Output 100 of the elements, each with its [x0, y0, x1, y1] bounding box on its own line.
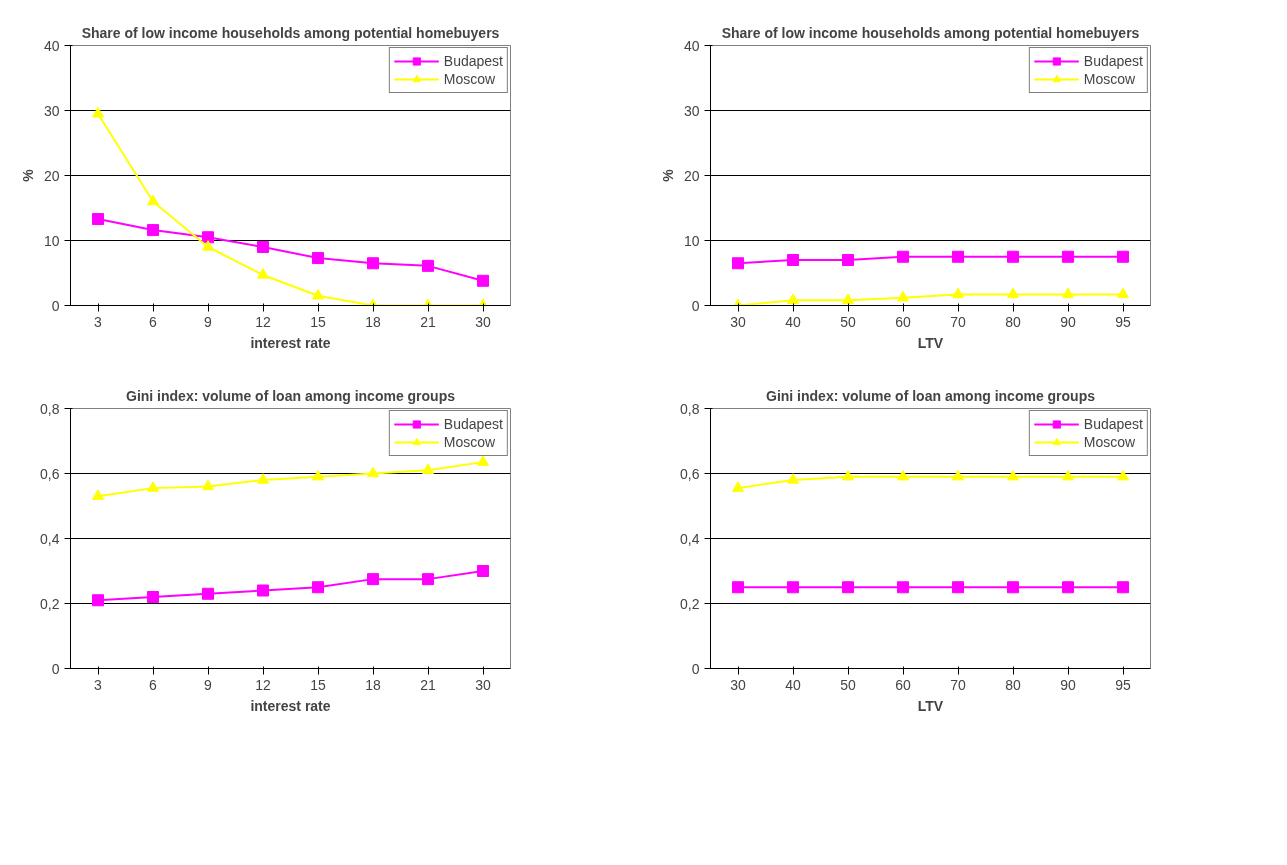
x-tick-label: 9: [204, 676, 213, 693]
point: [1007, 469, 1019, 481]
legend-label: Budapest: [443, 415, 503, 433]
x-tick-label: 6: [149, 676, 158, 693]
legend-label: Budapest: [443, 52, 503, 70]
y-tick-label: 30: [683, 102, 700, 119]
x-axis-title: LTV: [917, 334, 944, 351]
x-tick-label: 70: [950, 676, 966, 693]
point: [1117, 469, 1129, 481]
point: [477, 565, 489, 577]
point: [147, 481, 159, 492]
point: [312, 469, 324, 481]
point: [952, 581, 964, 594]
y-tick-label: 0,4: [40, 530, 60, 547]
y-tick-label: 10: [43, 232, 60, 249]
point: [422, 463, 434, 474]
x-tick-label: 90: [1060, 313, 1076, 330]
point: [1117, 581, 1129, 594]
x-tick-label: 80: [1005, 676, 1021, 693]
point: [202, 587, 214, 600]
point: [732, 481, 744, 492]
y-axis-title: %: [19, 168, 36, 182]
x-tick-label: 90: [1060, 676, 1076, 693]
y-tick-label: 10: [683, 232, 700, 249]
point: [897, 469, 909, 481]
x-tick-label: 15: [310, 313, 326, 330]
x-axis-title: interest rate: [250, 697, 331, 714]
point: [257, 584, 269, 597]
y-tick-label: 40: [683, 37, 700, 54]
legend-label: Moscow: [443, 70, 496, 88]
point: [147, 591, 159, 603]
y-tick-label: 0: [51, 660, 60, 677]
point: [422, 573, 434, 586]
chart-title: Gini index: volume of loan among income groups: [125, 387, 456, 404]
point: [92, 594, 104, 607]
point: [952, 469, 964, 481]
x-tick-label: 30: [730, 676, 746, 693]
x-tick-label: 18: [365, 313, 381, 330]
y-axis-title: %: [659, 168, 676, 182]
x-tick-label: 21: [420, 676, 436, 693]
x-tick-label: 40: [785, 676, 801, 693]
legend-label: Budapest: [1083, 415, 1143, 433]
point: [787, 581, 799, 594]
point: [202, 479, 214, 491]
point: [1007, 581, 1019, 594]
x-axis-title: LTV: [917, 697, 944, 714]
y-tick-label: 0: [691, 660, 700, 677]
point: [367, 573, 379, 586]
point: [367, 466, 379, 478]
legend-label: Budapest: [1083, 52, 1143, 70]
x-axis-title: interest rate: [250, 334, 331, 351]
y-tick-label: 30: [43, 102, 60, 119]
x-tick-label: 6: [149, 313, 158, 330]
x-tick-label: 95: [1115, 313, 1131, 330]
y-tick-label: 0,6: [680, 465, 700, 482]
chart-title: Share of low income households among potential homebuyers: [81, 24, 500, 41]
x-tick-label: 9: [204, 313, 213, 330]
y-tick-label: 0,2: [40, 595, 60, 612]
y-tick-label: 0,8: [40, 400, 60, 417]
x-tick-label: 70: [950, 313, 966, 330]
chart-title: Gini index: volume of loan among income groups: [765, 387, 1096, 404]
legend-label: Moscow: [443, 433, 496, 451]
y-tick-label: 0,6: [40, 465, 60, 482]
y-tick-label: 0,2: [680, 595, 700, 612]
x-tick-label: 50: [840, 313, 856, 330]
y-tick-label: 0: [691, 297, 700, 314]
point: [477, 455, 489, 466]
point: [842, 581, 854, 594]
x-tick-label: 30: [730, 313, 746, 330]
point: [312, 581, 324, 594]
point: [787, 473, 799, 484]
point: [1062, 581, 1074, 594]
y-tick-label: 0,4: [680, 530, 700, 547]
y-tick-label: 40: [43, 37, 60, 54]
y-tick-label: 0,8: [680, 400, 700, 417]
x-tick-label: 12: [255, 313, 271, 330]
x-tick-label: 80: [1005, 313, 1021, 330]
x-tick-label: 3: [94, 676, 103, 693]
x-tick-label: 18: [365, 676, 381, 693]
x-tick-label: 60: [895, 313, 911, 330]
chart-title: Share of low income households among potential homebuyers: [721, 24, 1140, 41]
x-tick-label: 3: [94, 313, 103, 330]
point: [1062, 469, 1074, 481]
x-tick-label: 30: [475, 313, 491, 330]
point: [897, 581, 909, 594]
y-tick-label: 20: [43, 167, 60, 184]
x-tick-label: 21: [420, 313, 436, 330]
legend-label: Moscow: [1083, 70, 1136, 88]
point: [732, 581, 744, 594]
point: [257, 473, 269, 484]
x-tick-label: 40: [785, 313, 801, 330]
x-tick-label: 50: [840, 676, 856, 693]
x-tick-label: 12: [255, 676, 271, 693]
y-tick-label: 0: [51, 297, 60, 314]
x-tick-label: 30: [475, 676, 491, 693]
y-tick-label: 20: [683, 167, 700, 184]
x-tick-label: 15: [310, 676, 326, 693]
x-tick-label: 60: [895, 676, 911, 693]
legend-label: Moscow: [1083, 433, 1136, 451]
point: [92, 489, 104, 500]
